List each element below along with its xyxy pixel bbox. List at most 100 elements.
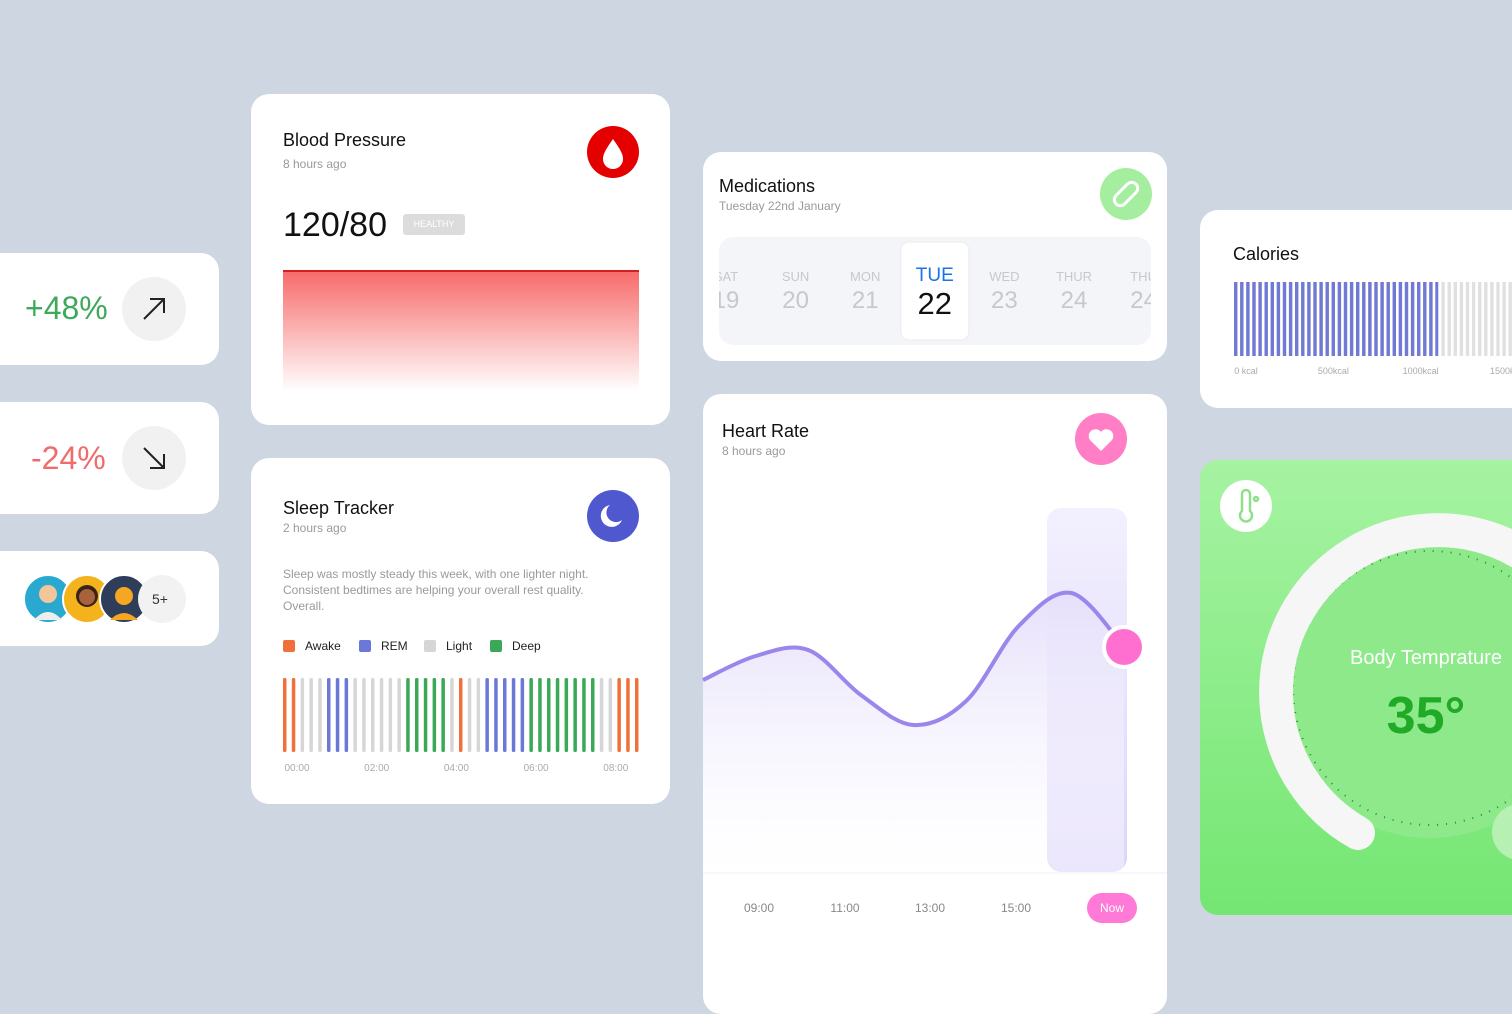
fill-bar: [1356, 282, 1360, 356]
stage-bar: [309, 678, 313, 752]
status: HEALTHY: [413, 219, 455, 229]
day-date: 19: [713, 287, 740, 314]
day-date: 24: [1130, 287, 1157, 314]
fill-bar: [1423, 282, 1427, 356]
time-label: 13:00: [915, 901, 945, 915]
day-date: 21: [852, 287, 879, 314]
card-title: Calories: [1233, 244, 1300, 264]
day-name: THUR: [1056, 269, 1092, 284]
card-subtitle: 8 hours ago: [722, 444, 786, 458]
x-tick-label: 1500kcal: [1490, 366, 1512, 376]
scale-bar: [1490, 282, 1494, 356]
day-name: SAT: [714, 269, 738, 284]
stat-value: +48%: [25, 290, 108, 326]
time-label: 09:00: [744, 901, 774, 915]
stage-bar: [494, 678, 498, 752]
scale-bar: [1478, 282, 1482, 356]
stage-bar: [511, 678, 516, 752]
icon-bg[interactable]: [1100, 168, 1152, 220]
scale-bar: [1496, 282, 1500, 356]
heart-point-core: [1106, 629, 1142, 665]
calorie-fill: [1234, 282, 1439, 356]
legend-label: REM: [381, 639, 408, 653]
stage-bar: [327, 678, 331, 752]
stage-bar: [555, 678, 560, 752]
stage-bar: [573, 678, 577, 752]
fill-bar: [1349, 282, 1354, 356]
fill-bar: [1398, 282, 1403, 356]
fill-bar: [1386, 282, 1390, 356]
scale-bar: [1441, 282, 1445, 356]
stage-bar: [371, 678, 375, 752]
stage-bar: [379, 678, 384, 752]
time-label: 00:00: [284, 763, 309, 774]
time-label: 06:00: [524, 763, 549, 774]
stage-bar: [283, 678, 287, 752]
stage-bar: [599, 678, 604, 752]
stage-bar: [520, 678, 525, 752]
fill-bar: [1282, 282, 1287, 356]
time-label: 15:00: [1001, 901, 1031, 915]
stage-bar: [441, 678, 445, 752]
stage-bar: [476, 678, 481, 752]
sleep-chart: Awake REM Light Deep 00:00 02:00 04:00 06:00 08:…: [283, 639, 639, 774]
moon-icon: [600, 505, 622, 527]
now-pill[interactable]: [1087, 893, 1137, 923]
avatars: [23, 574, 186, 624]
stage-bar: [300, 678, 305, 752]
legend-swatch: [283, 640, 295, 652]
fill-bar: [1410, 282, 1415, 356]
arrow-up-icon: [143, 298, 165, 320]
legend-label: Deep: [512, 639, 541, 653]
icon-bg[interactable]: [587, 490, 639, 542]
stage-bar: [406, 678, 410, 752]
heart-line: [702, 590, 1126, 728]
calories-chart: 0 kcal 500kcal 1000kcal 1500kcal: [1234, 282, 1512, 376]
x-tick-label: 1000kcal: [1403, 366, 1439, 376]
stage-bar: [529, 678, 533, 752]
time-label: 02:00: [364, 763, 389, 774]
stage-bar: [423, 678, 428, 752]
fill-bar: [1307, 282, 1311, 356]
day-date: 24: [1061, 287, 1088, 314]
icon-bg[interactable]: [1220, 480, 1272, 532]
selected-day: [900, 241, 970, 341]
stage-bar: [344, 678, 349, 752]
stage-bar: [617, 678, 621, 752]
legend-label: Awake: [305, 639, 341, 653]
overlay: Awake REM Light Deep 00:00 02:00 04:00 06:00 08:…: [23, 126, 1512, 923]
fill-bar: [1325, 282, 1329, 356]
pill-icon: [1112, 180, 1140, 208]
scale-bar: [1502, 282, 1506, 356]
stage-bar: [459, 678, 463, 752]
stage-bar: [362, 678, 366, 752]
reading: 120/80: [283, 206, 387, 244]
time-label: 11:00: [830, 901, 859, 915]
heart-icon: [1088, 429, 1114, 451]
fill-bar: [1264, 282, 1268, 356]
summary: Sleep was mostly steady this week, with …: [283, 567, 589, 613]
fill-bar: [1435, 282, 1439, 356]
day-date: 23: [991, 287, 1018, 314]
stage-bar: [485, 678, 489, 752]
stage-bar: [415, 678, 419, 752]
day-name: SUN: [782, 269, 809, 284]
stage-bar: [353, 678, 357, 752]
stage-bar: [432, 678, 437, 752]
badge: [403, 214, 465, 235]
fill-bar: [1319, 282, 1323, 356]
time-label: Now: [1100, 901, 1124, 915]
scale-bar: [1459, 282, 1464, 356]
card-title: Medications: [719, 176, 816, 196]
stage-bar: [318, 678, 322, 752]
stage-bar: [582, 678, 586, 752]
fill-bar: [1301, 282, 1305, 356]
fill-bar: [1313, 282, 1317, 356]
day-date: 22: [918, 286, 952, 321]
stage-bar: [503, 678, 507, 752]
stage-bar: [335, 678, 340, 752]
legend-swatch: [424, 640, 436, 652]
scale-bar: [1471, 282, 1476, 356]
day-name: TUE: [916, 265, 954, 286]
fill-bar: [1288, 282, 1293, 356]
